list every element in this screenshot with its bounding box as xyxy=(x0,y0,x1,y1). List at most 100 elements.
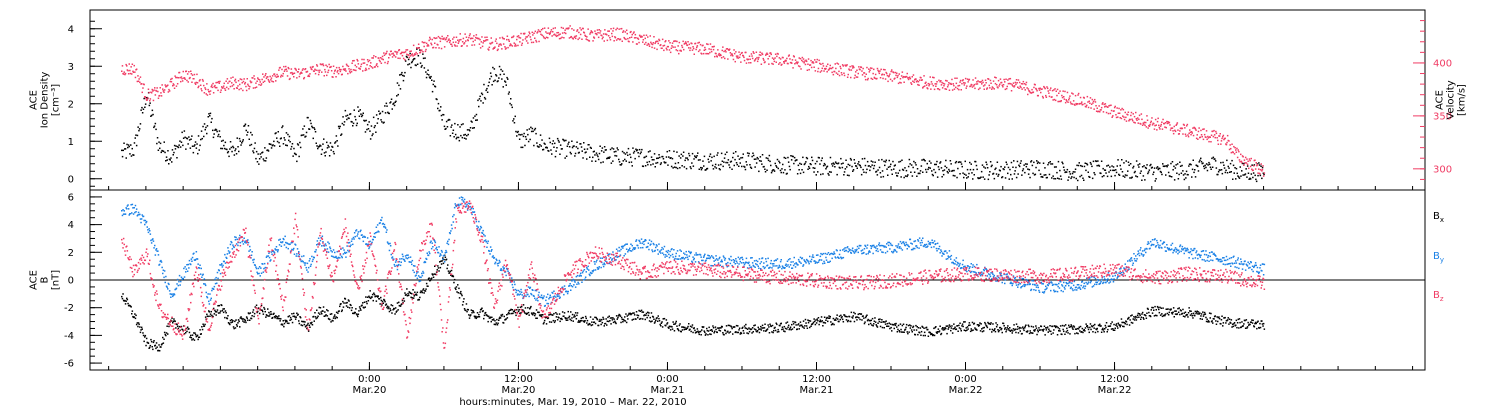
ion-density-series-point xyxy=(357,106,359,108)
ion-density-series-point xyxy=(313,127,315,129)
velocity-series-point xyxy=(1043,85,1045,88)
bx-series-point xyxy=(783,325,786,328)
ion-density-series-point xyxy=(180,141,183,143)
bx-series-point xyxy=(418,299,420,301)
ion-density-series-point xyxy=(1128,164,1130,166)
velocity-series-point xyxy=(753,52,755,54)
ion-density-series-point xyxy=(1157,168,1159,171)
ion-density-series-point xyxy=(799,162,801,165)
velocity-series-point xyxy=(188,71,190,73)
ion-density-series-point xyxy=(220,140,223,142)
velocity-series-point xyxy=(168,88,170,91)
ion-density-series-point xyxy=(498,65,501,68)
ion-density-series-point xyxy=(970,163,972,165)
velocity-series-point xyxy=(956,87,959,90)
bx-series-point xyxy=(614,320,616,323)
velocity-series-point xyxy=(465,36,468,38)
ion-density-series-point xyxy=(736,163,738,166)
ion-density-series-point xyxy=(402,74,404,77)
bx-series-point xyxy=(383,299,386,301)
ion-density-series-point xyxy=(590,147,592,149)
velocity-series-point xyxy=(733,52,736,55)
ion-density-series-point xyxy=(1135,175,1137,177)
ion-density-series-point xyxy=(749,164,751,166)
bx-series-point xyxy=(658,317,660,320)
bx-series-point xyxy=(791,323,793,326)
ion-density-series-point xyxy=(226,148,228,151)
velocity-series-point xyxy=(139,76,142,78)
ion-density-series-point xyxy=(940,167,943,169)
velocity-series-point xyxy=(1196,134,1198,136)
velocity-series-point xyxy=(584,34,586,37)
velocity-series-point xyxy=(351,62,353,64)
velocity-series-point xyxy=(365,69,368,71)
ion-density-series-point xyxy=(1094,160,1097,162)
ion-density-series-point xyxy=(536,142,538,144)
bx-series-point xyxy=(278,315,280,317)
ion-density-series-point xyxy=(399,74,401,76)
velocity-series-point xyxy=(692,47,695,50)
ion-density-series-point xyxy=(774,162,776,165)
ion-density-series-point xyxy=(1058,178,1060,180)
velocity-series-point xyxy=(804,60,806,62)
velocity-series-point xyxy=(668,40,670,42)
velocity-series-point xyxy=(647,36,649,38)
velocity-series-point xyxy=(546,32,548,34)
ion-density-series-point xyxy=(1214,158,1216,160)
ion-density-series-point xyxy=(1053,166,1056,168)
velocity-series-point xyxy=(816,58,818,61)
bx-series-point xyxy=(842,321,845,323)
velocity-series-point xyxy=(222,87,224,89)
ion-density-series-point xyxy=(442,114,445,116)
velocity-series-point xyxy=(1046,87,1049,90)
bx-series-point xyxy=(787,326,789,328)
bx-series-point xyxy=(996,324,999,326)
bx-series-point xyxy=(972,329,974,331)
velocity-series-point xyxy=(1009,77,1012,80)
bx-series-point xyxy=(715,328,717,331)
ion-density-series-point xyxy=(676,167,679,170)
velocity-series-point xyxy=(445,36,448,39)
bx-series-point xyxy=(763,327,766,329)
velocity-series-point xyxy=(948,89,951,91)
ion-density-series-point xyxy=(492,80,495,83)
ion-density-series-point xyxy=(1048,173,1051,176)
velocity-series-point xyxy=(506,35,509,37)
ion-density-series-point xyxy=(777,167,779,170)
bx-series-point xyxy=(764,323,766,325)
velocity-series-point xyxy=(206,83,208,85)
velocity-series-point xyxy=(261,78,263,81)
velocity-series-point xyxy=(289,72,292,74)
bx-series-point xyxy=(704,334,707,336)
velocity-series-point xyxy=(646,44,648,46)
velocity-series-point xyxy=(805,59,807,61)
velocity-series-point xyxy=(606,33,608,36)
bx-series-point xyxy=(463,298,465,300)
velocity-series-point xyxy=(589,31,592,34)
bx-series-point xyxy=(889,323,892,325)
bx-series-point xyxy=(720,327,722,329)
velocity-series-point xyxy=(854,74,856,77)
bx-series-point xyxy=(425,288,427,290)
bx-series-point xyxy=(162,342,165,344)
velocity-series-point xyxy=(812,61,814,63)
bx-series-point xyxy=(324,315,327,317)
bx-series-point xyxy=(348,300,350,302)
velocity-series-point xyxy=(246,78,248,80)
velocity-series-point xyxy=(221,86,223,88)
bx-series-point xyxy=(281,323,283,325)
velocity-series-point xyxy=(1140,113,1143,115)
bx-series-point xyxy=(186,326,189,328)
ion-density-series-point xyxy=(1194,176,1197,178)
velocity-series-point xyxy=(463,43,465,45)
velocity-series-point xyxy=(847,73,849,76)
ion-density-series-point xyxy=(131,147,133,150)
velocity-series-point xyxy=(825,67,827,70)
bx-series-point xyxy=(605,318,607,320)
velocity-series-point xyxy=(849,65,851,68)
velocity-series-point xyxy=(1254,168,1257,170)
ion-density-series-point xyxy=(1105,172,1107,174)
velocity-series-point xyxy=(1071,103,1074,105)
velocity-series-point xyxy=(821,67,823,70)
velocity-series-point xyxy=(866,66,868,69)
